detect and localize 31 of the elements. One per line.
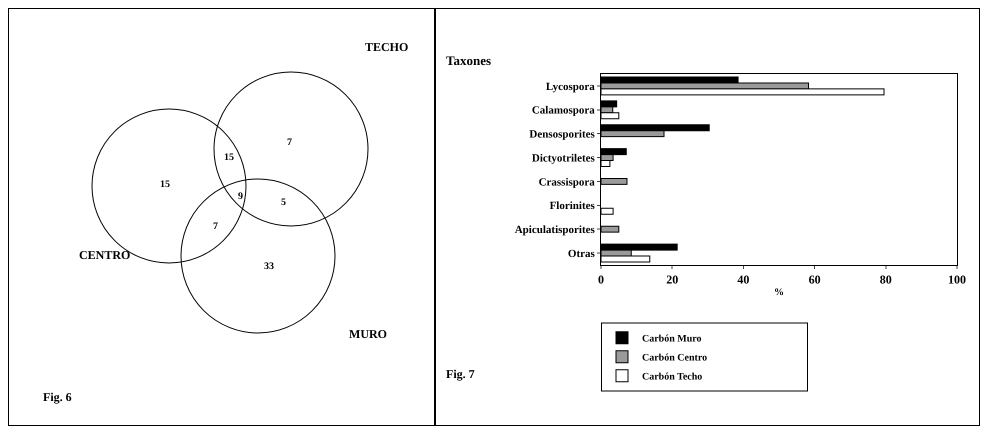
text: 33: [264, 261, 274, 272]
text: 7: [213, 221, 218, 232]
x-tick-label: 0: [598, 272, 604, 286]
text: 9: [238, 191, 243, 202]
legend-label: Carbón Techo: [642, 372, 702, 383]
y-tick-label: Otras: [568, 248, 596, 260]
text: CENTRO: [79, 248, 130, 262]
x-tick-label: 20: [666, 272, 678, 286]
x-tick-label: 80: [880, 272, 892, 286]
legend-label: Carbón Centro: [642, 352, 708, 364]
x-tick-label: 100: [948, 272, 966, 286]
y-tick-label: Densosporites: [529, 128, 596, 141]
y-tick-label: Dictyotriletes: [532, 152, 596, 164]
x-axis-title: %: [774, 286, 784, 298]
caption: Fig. 6: [43, 390, 72, 404]
text: 15: [224, 152, 234, 163]
y-tick-label: Crassispora: [538, 176, 596, 188]
y-tick-label: Florinites: [550, 200, 596, 212]
x-tick-label: 40: [737, 272, 750, 286]
text: TECHO: [365, 40, 408, 54]
caption: Fig. 7: [446, 367, 475, 381]
y-tick-label: Apiculatisporites: [514, 224, 596, 236]
y-tick-label: Calamospora: [532, 104, 596, 117]
y-axis-title: Taxones: [446, 53, 492, 68]
text: MURO: [349, 327, 387, 341]
text: 15: [160, 179, 170, 190]
x-tick-label: 60: [808, 272, 821, 286]
y-tick-label: Lycospora: [546, 80, 596, 93]
text: 7: [287, 137, 292, 148]
text: 5: [281, 197, 286, 208]
legend-label: Carbón Muro: [642, 334, 702, 345]
